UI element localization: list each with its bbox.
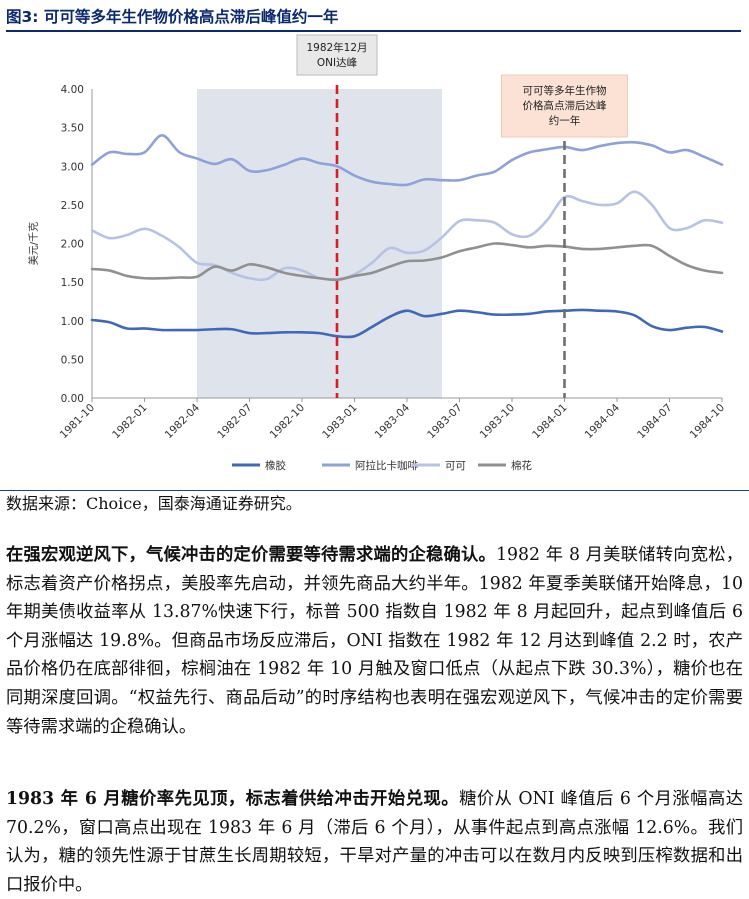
x-tick-label: 1982-07 <box>215 402 255 442</box>
legend-label-4: 棉花 <box>511 459 532 472</box>
paragraph-1-body: 1982 年 8 月美联储转向宽松，标志着资产价格拐点，美股率先启动，并领先商品… <box>6 545 743 737</box>
x-tick-label: 1982-10 <box>268 402 308 442</box>
y-tick-label: 4.00 <box>61 84 84 96</box>
shaded-window <box>197 89 442 398</box>
y-axis-label: 美元/千克 <box>27 222 40 265</box>
y-tick-label: 2.50 <box>61 200 84 212</box>
x-tick-label: 1983-10 <box>478 402 518 442</box>
y-tick-label: 3.00 <box>61 161 84 173</box>
legend-label-2: 阿拉比卡咖啡 <box>355 459 418 472</box>
y-tick-label: 0.50 <box>61 354 84 366</box>
y-tick-label: 0.00 <box>61 393 84 405</box>
paragraph-1: 在强宏观逆风下，气候冲击的定价需要等待需求端的企稳确认。1982 年 8 月美联… <box>6 541 743 741</box>
legend-label-1: 橡胶 <box>265 459 286 472</box>
paragraph-1-lead: 在强宏观逆风下，气候冲击的定价需要等待需求端的企稳确认。 <box>6 545 497 565</box>
x-tick-label: 1983-01 <box>320 402 360 442</box>
oni-annotation-text: ONI达峰 <box>317 57 358 69</box>
paragraph-2-lead: 1983 年 6 月糖价率先见顶，标志着供给冲击开始兑现。 <box>6 789 460 809</box>
y-tick-label: 1.50 <box>61 277 84 289</box>
x-tick-label: 1984-10 <box>688 402 728 442</box>
x-tick-label: 1982-04 <box>163 401 203 441</box>
series-line-2 <box>90 134 724 187</box>
x-tick-label: 1984-07 <box>635 402 675 442</box>
lag-annotation-text: 约一年 <box>549 114 581 127</box>
legend-label-3: 可可 <box>445 460 466 472</box>
lag-annotation-box <box>501 74 628 138</box>
y-tick-label: 2.00 <box>61 239 84 251</box>
x-tick-label: 1981-10 <box>58 402 98 442</box>
lag-annotation-text: 价格高点滞后达峰 <box>523 99 607 112</box>
x-tick-label: 1984-04 <box>583 401 623 441</box>
source-note: 数据来源：Choice，国泰海通证券研究。 <box>0 490 749 516</box>
x-tick-label: 1983-04 <box>373 401 413 441</box>
x-tick-label: 1984-01 <box>530 402 570 442</box>
series-line-3 <box>90 190 724 282</box>
series-line-1 <box>90 308 724 339</box>
line-chart: 0.00 0.50 1.00 1.50 2.00 2.50 3.00 3.50 4.00 美元/千… <box>27 34 728 472</box>
series-line-4 <box>90 242 724 282</box>
lag-annotation-text: 可可等多年生作物 <box>523 84 607 97</box>
paragraph-2: 1983 年 6 月糖价率先见顶，标志着供给冲击开始兑现。糖价从 ONI 峰值后… <box>6 785 743 899</box>
oni-annotation-box <box>296 34 378 76</box>
y-tick-label: 1.00 <box>61 316 84 328</box>
figure-title: 图3: 可可等多年生作物价格高点滞后峰值约一年 <box>6 4 741 32</box>
oni-annotation-text: 1982年12月 <box>306 41 367 54</box>
x-tick-label: 1983-07 <box>425 402 465 442</box>
paragraph-2-body: 糖价从 ONI 峰值后 6 个月涨幅高达 70.2%，窗口高点出现在 1983 … <box>6 789 744 895</box>
y-tick-label: 3.50 <box>61 123 84 135</box>
x-tick-label: 1982-01 <box>110 402 150 442</box>
